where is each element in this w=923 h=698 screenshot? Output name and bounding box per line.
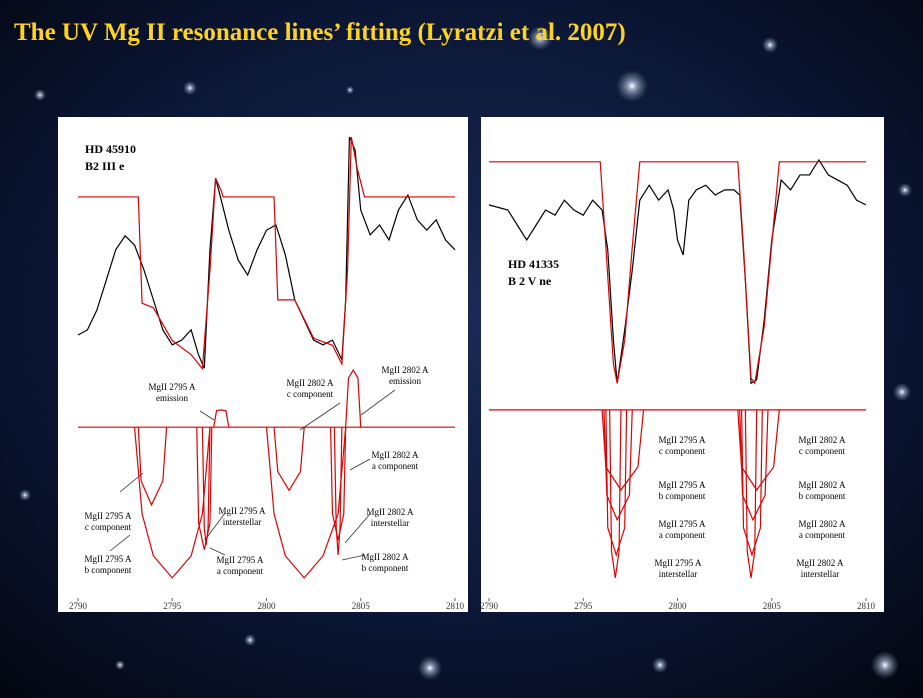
annotation: MgII 2795 A (149, 382, 197, 392)
annotation-arrow (349, 458, 371, 471)
annotation-arrow (299, 402, 341, 431)
spectrum-line (744, 409, 758, 578)
spectrum-line (133, 427, 211, 579)
star-label: HD 41335 (508, 257, 559, 271)
spectrum-line (196, 427, 213, 550)
annotation: b component (85, 565, 132, 575)
star-label: B 2 V ne (508, 274, 552, 288)
annotation: MgII 2795 A (659, 480, 707, 490)
annotation-arrow (199, 410, 215, 421)
x-tick-label: 2810 (446, 601, 465, 611)
annotation-arrow (341, 554, 366, 561)
annotation: MgII 2802 A (362, 552, 410, 562)
spectrum-line (77, 136, 456, 369)
annotation: interstellar (801, 569, 839, 579)
annotation-arrow (204, 512, 226, 541)
annotation: emission (389, 376, 422, 386)
star-label: B2 III e (85, 159, 125, 173)
annotation: c component (85, 522, 132, 532)
annotation: MgII 2802 A (382, 365, 430, 375)
annotation: MgII 2802 A (287, 378, 335, 388)
annotation: MgII 2795 A (85, 511, 133, 521)
annotation-arrow (344, 513, 371, 544)
annotation: emission (156, 393, 189, 403)
spectrum-line (273, 427, 305, 492)
annotation: interstellar (223, 517, 261, 527)
x-tick-label: 2810 (857, 601, 876, 611)
annotation: MgII 2802 A (367, 507, 415, 517)
annotation: b component (659, 491, 706, 501)
x-tick-label: 2800 (258, 601, 277, 611)
x-tick-label: 2805 (352, 601, 371, 611)
panel (58, 117, 468, 612)
annotation: MgII 2802 A (799, 480, 847, 490)
annotation: MgII 2795 A (217, 555, 265, 565)
annotation: a component (799, 530, 846, 540)
spectrum-line (609, 409, 622, 578)
annotation-arrow (360, 389, 396, 416)
annotation: c component (799, 446, 846, 456)
annotation: MgII 2802 A (797, 558, 845, 568)
spectrum-line (603, 409, 633, 522)
annotation: c component (659, 446, 706, 456)
spectrum-line (78, 136, 455, 371)
annotation: MgII 2795 A (85, 554, 133, 564)
annotation: a component (217, 566, 264, 576)
spectrum-line (329, 427, 347, 541)
spectrum-line (488, 158, 867, 385)
spectrum-line (605, 409, 628, 557)
star-label: HD 45910 (85, 142, 136, 156)
annotation-arrow (209, 547, 226, 556)
stars (19, 26, 912, 680)
slide-title: The UV Mg II resonance lines’ fitting (L… (14, 19, 626, 46)
annotation: b component (362, 563, 409, 573)
annotation: b component (799, 491, 846, 501)
annotation: MgII 2795 A (219, 506, 267, 516)
annotation: MgII 2795 A (655, 558, 703, 568)
spectrum-line (740, 409, 763, 557)
annotation: a component (372, 461, 419, 471)
spectrum-line (213, 409, 230, 428)
annotation: c component (287, 389, 334, 399)
annotation: MgII 2795 A (659, 435, 707, 445)
annotation-arrow (109, 534, 131, 552)
annotation-arrow (119, 472, 144, 493)
annotation: MgII 2802 A (799, 519, 847, 529)
spectrum-line (737, 409, 780, 491)
annotation: MgII 2795 A (659, 519, 707, 529)
spectrum-line (345, 368, 362, 428)
spectrum-line (601, 409, 645, 491)
panel (481, 117, 884, 612)
annotation: interstellar (371, 518, 409, 528)
annotation: a component (659, 530, 706, 540)
spectrum-line (137, 427, 168, 507)
x-tick-label: 2790 (69, 601, 88, 611)
annotation: interstellar (659, 569, 697, 579)
x-tick-label: 2800 (669, 601, 688, 611)
annotation: MgII 2802 A (372, 450, 420, 460)
spectrum-line (333, 427, 343, 555)
annotation: MgII 2802 A (799, 435, 847, 445)
spectrum-line (489, 161, 866, 385)
x-tick-label: 2805 (763, 601, 782, 611)
x-tick-label: 2790 (480, 601, 499, 611)
x-tick-label: 2795 (163, 601, 182, 611)
x-tick-label: 2795 (574, 601, 593, 611)
spectrum-line (739, 409, 769, 522)
spectrum-line (265, 427, 347, 579)
spectrum-line (201, 427, 211, 546)
